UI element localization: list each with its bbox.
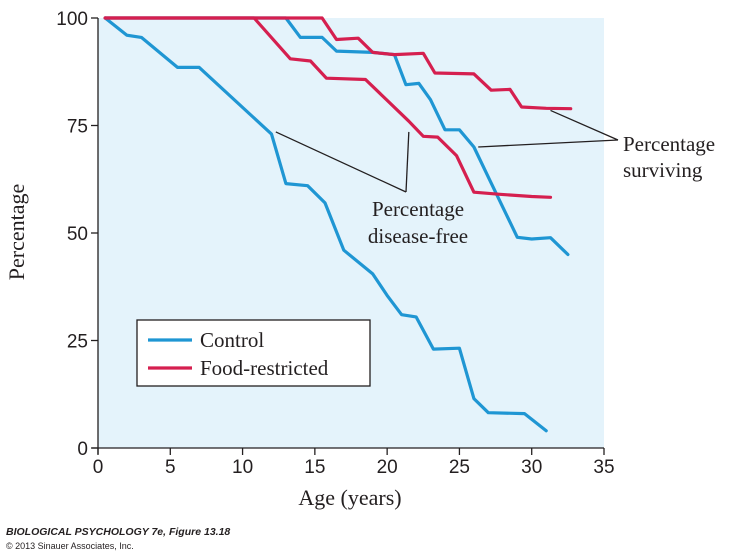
annotation-layer: PercentagesurvivingPercentagedisease-fre… [275,109,715,248]
x-tick-label: 20 [377,457,398,478]
annotation-text: disease-free [368,224,468,248]
x-tick-label: 10 [232,457,253,478]
annotation-leader-line [478,139,619,148]
annotation-leader-line [550,109,619,141]
legend-box [136,319,371,387]
x-tick-label: 30 [521,457,542,478]
axes: 0 25 50 75 100 0 5 10 15 20 25 30 35 [56,9,614,478]
series-layer [103,16,573,433]
annotation-leader-line [405,131,410,193]
annotation-text: surviving [623,158,703,182]
annotation-text: Percentage [372,197,464,221]
series-line-food-restricted-disease-free [103,16,553,199]
legend: Control Food-restricted [136,319,371,387]
legend-label: Food-restricted [200,356,329,380]
x-tick-label: 25 [449,457,470,478]
legend-label: Control [200,328,264,352]
x-tick-label: 0 [93,457,104,478]
y-tick-label: 75 [67,117,88,138]
x-tick-label: 35 [593,457,614,478]
y-tick-label: 0 [77,439,88,460]
x-tick-label: 15 [304,457,325,478]
y-tick-label: 50 [67,224,88,245]
series-line-food-restricted-surviving [103,16,573,111]
series-line-control-disease-free [103,16,548,433]
series-line-control-surviving [103,16,570,257]
figure-credit-title: BIOLOGICAL PSYCHOLOGY 7e, Figure 13.18 [6,526,231,538]
x-axis-title: Age (years) [298,485,401,510]
copyright-notice: © 2013 Sinauer Associates, Inc. [6,541,134,551]
y-tick-label: 25 [67,332,88,353]
annotation-leader-line [275,131,407,193]
annotation-text: Percentage [623,132,715,156]
x-tick-label: 5 [165,457,176,478]
y-axis-title: Percentage [4,184,29,281]
y-tick-label: 100 [56,9,88,30]
